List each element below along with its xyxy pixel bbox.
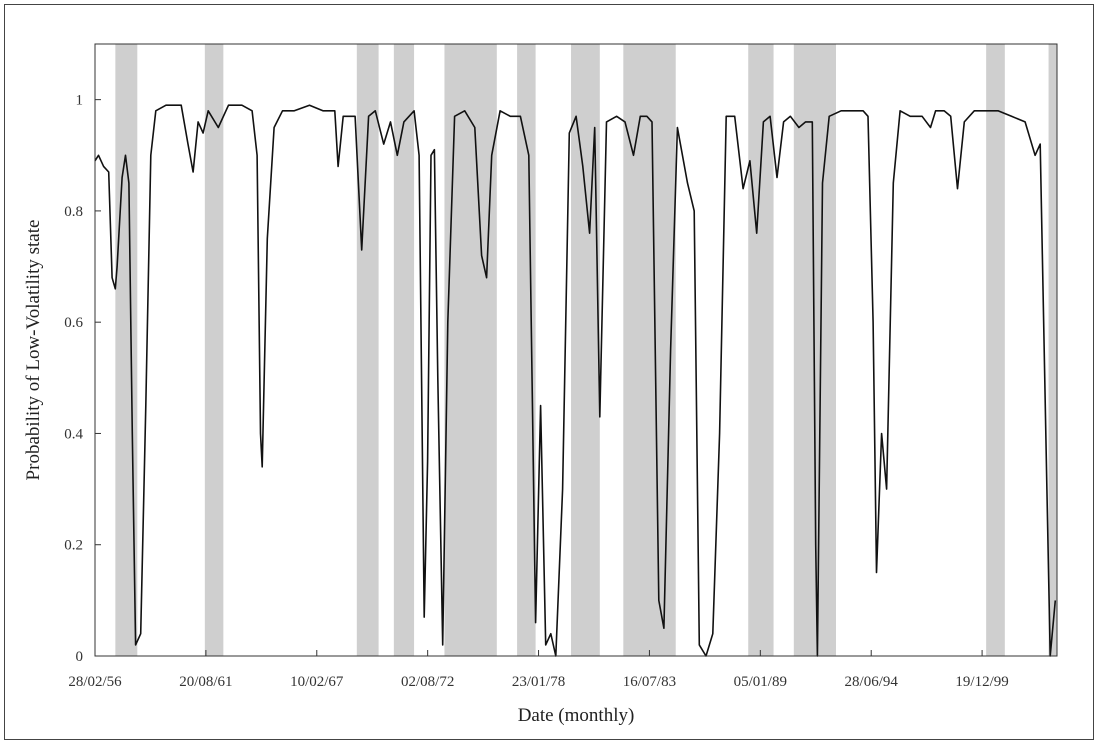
y-tick-label: 0.2 bbox=[64, 538, 83, 554]
x-tick-label: 10/02/67 bbox=[290, 674, 344, 690]
x-tick-label: 20/08/61 bbox=[179, 674, 232, 690]
y-tick-label: 0.6 bbox=[64, 315, 83, 331]
shaded-period-5 bbox=[517, 44, 536, 656]
y-axis: 0 0.2 0.4 0.6 0.8 1 bbox=[64, 93, 101, 665]
x-tick-label: 16/07/83 bbox=[623, 674, 676, 690]
x-tick-label: 05/01/89 bbox=[734, 674, 787, 690]
plot-area-border bbox=[94, 43, 1058, 657]
x-tick-label: 23/01/78 bbox=[512, 674, 565, 690]
shaded-period-11 bbox=[1048, 44, 1057, 656]
y-tick-label: 0 bbox=[76, 649, 84, 665]
shaded-period-7 bbox=[623, 44, 676, 656]
y-tick-label: 0.4 bbox=[64, 426, 83, 442]
x-tick-label: 19/12/99 bbox=[955, 674, 1008, 690]
x-tick-label: 28/06/94 bbox=[845, 674, 899, 690]
x-axis: 28/02/56 20/08/61 10/02/67 02/08/72 23/01/78… bbox=[68, 650, 1009, 690]
x-tick-label: 28/02/56 bbox=[68, 674, 122, 690]
x-axis-title: Date (monthly) bbox=[518, 705, 635, 726]
shaded-period-2 bbox=[356, 44, 379, 656]
y-tick-label: 0.8 bbox=[64, 204, 83, 220]
shaded-period-1 bbox=[204, 44, 224, 656]
y-tick-label: 1 bbox=[76, 93, 84, 109]
shaded-period-3 bbox=[393, 44, 415, 656]
y-axis-title: Probability of Low-Volatility state bbox=[23, 220, 44, 481]
series-group bbox=[94, 104, 1057, 657]
x-tick-label: 02/08/72 bbox=[401, 674, 454, 690]
shaded-period-4 bbox=[444, 44, 497, 656]
shaded-period-8 bbox=[748, 44, 774, 656]
series-line-0 bbox=[94, 104, 1057, 657]
shaded-period-10 bbox=[986, 44, 1005, 656]
probability-chart: 0 0.2 0.4 0.6 0.8 1 28/02/56 20/08/61 10/02/67 0… bbox=[23, 43, 1058, 726]
shaded-periods bbox=[115, 44, 1057, 656]
chart-frame: 0 0.2 0.4 0.6 0.8 1 28/02/56 20/08/61 10/02/67 0… bbox=[4, 4, 1094, 740]
